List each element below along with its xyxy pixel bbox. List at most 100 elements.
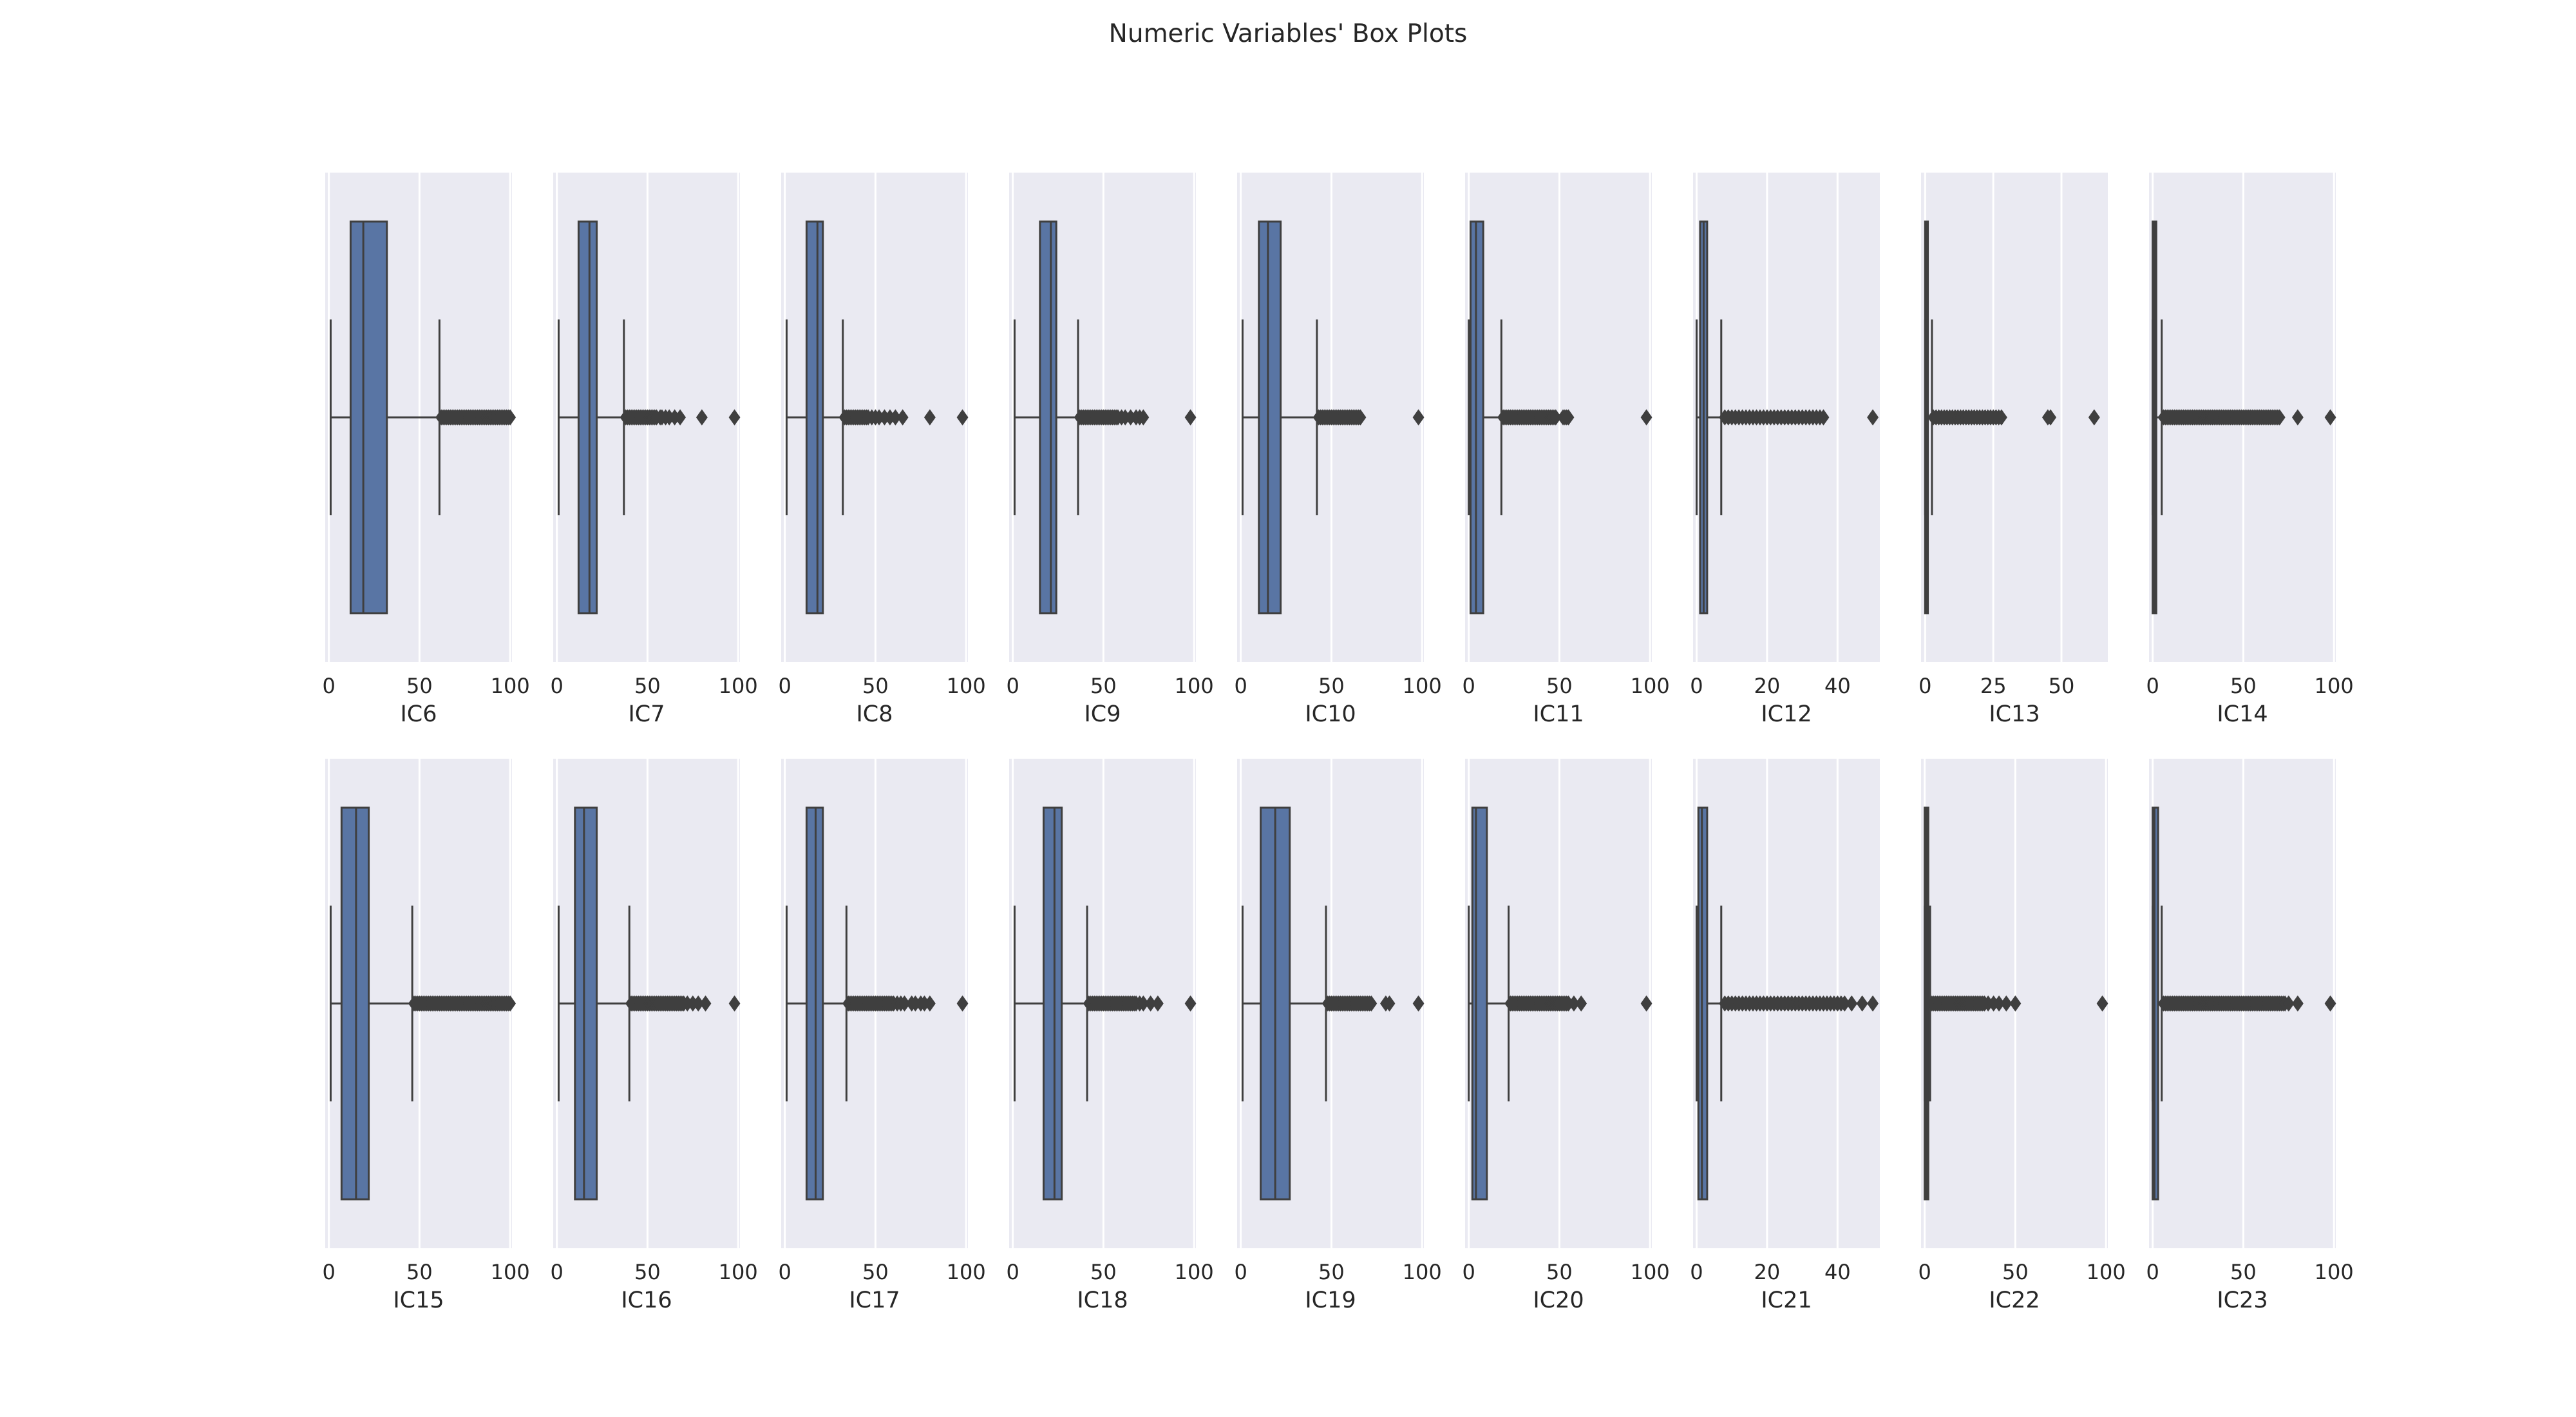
x-axis-label-ic16: IC16 <box>621 1288 672 1313</box>
x-tick-label: 100 <box>1175 674 1214 698</box>
x-tick-label: 0 <box>1462 1260 1475 1284</box>
outlier-point <box>2291 409 2304 426</box>
outlier-point <box>1562 409 1575 426</box>
x-tick-label: 0 <box>1918 674 1931 698</box>
x-tick-label: 100 <box>947 674 986 698</box>
outlier-point <box>504 995 516 1012</box>
iqr-box <box>1042 806 1063 1201</box>
outlier-point <box>2096 995 2108 1012</box>
x-tick-label: 0 <box>1234 674 1247 698</box>
x-tick-label: 50 <box>406 1260 433 1284</box>
outlier-point <box>2273 409 2286 426</box>
outlier-point <box>692 995 705 1012</box>
x-axis-label-ic15: IC15 <box>393 1288 444 1313</box>
outlier-point <box>699 995 712 1012</box>
outlier-point <box>1856 995 1868 1012</box>
outlier-point <box>2000 995 2012 1012</box>
x-tick-label: 100 <box>2315 1260 2354 1284</box>
x-tick-label: 100 <box>947 1260 986 1284</box>
outlier-point <box>1867 995 1879 1012</box>
outlier-point <box>889 409 902 426</box>
x-tick-label: 0 <box>778 674 791 698</box>
x-tick-label: 0 <box>778 1260 791 1284</box>
x-axis-label-ic8: IC8 <box>856 701 893 727</box>
outlier-point <box>1184 995 1197 1012</box>
x-tick-label: 0 <box>1690 674 1703 698</box>
x-axis-label-ic17: IC17 <box>849 1288 900 1313</box>
boxplot-panel-ic14: 0 50 100 IC14 <box>2146 173 2354 727</box>
x-tick-label: 100 <box>1175 1260 1214 1284</box>
outlier-point <box>2045 409 2057 426</box>
x-axis-label-ic12: IC12 <box>1761 701 1812 727</box>
boxplot-panel-ic10: 0 50 100 IC10 <box>1234 173 1442 727</box>
outlier-point <box>696 409 708 426</box>
x-tick-label: 0 <box>322 1260 335 1284</box>
x-axis-label-ic23: IC23 <box>2217 1288 2268 1313</box>
boxplot-panel-ic18: 0 50 100 IC18 <box>1006 759 1214 1313</box>
outlier-point <box>2324 409 2336 426</box>
iqr-box <box>805 220 824 614</box>
x-axis-label-ic10: IC10 <box>1305 701 1356 727</box>
boxplot-panel-ic6: 0 50 100 IC6 <box>322 173 530 727</box>
x-tick-label: 100 <box>719 674 758 698</box>
x-tick-label: 50 <box>1318 674 1345 698</box>
iqr-box <box>1471 806 1488 1201</box>
outlier-point <box>1354 409 1367 426</box>
x-tick-label: 0 <box>550 1260 563 1284</box>
x-tick-label: 0 <box>1234 1260 1247 1284</box>
x-tick-label: 50 <box>862 1260 889 1284</box>
iqr-box <box>349 220 388 614</box>
outlier-point <box>1365 995 1378 1012</box>
boxplot-panel-ic22: 0 50 100 IC22 <box>1918 759 2126 1313</box>
boxplot-panel-ic23: 0 50 100 IC23 <box>2146 759 2354 1313</box>
x-axis-label-ic20: IC20 <box>1533 1288 1584 1313</box>
x-tick-label: 0 <box>1462 674 1475 698</box>
outlier-point <box>2282 995 2295 1012</box>
outlier-point <box>923 995 936 1012</box>
outlier-point <box>956 995 969 1012</box>
x-axis-label-ic18: IC18 <box>1077 1288 1128 1313</box>
outlier-point <box>1867 409 1879 426</box>
boxplot-panel-ic16: 0 50 100 IC16 <box>550 759 758 1313</box>
x-tick-label: 100 <box>491 1260 530 1284</box>
outlier-point <box>1383 995 1396 1012</box>
x-tick-label: 50 <box>1546 674 1573 698</box>
x-tick-label: 100 <box>1631 674 1670 698</box>
x-axis-label-ic7: IC7 <box>628 701 665 727</box>
x-tick-label: 0 <box>322 674 335 698</box>
boxplot-panel-ic17: 0 50 100 IC17 <box>778 759 986 1313</box>
x-tick-label: 100 <box>1403 1260 1442 1284</box>
x-tick-label: 0 <box>1006 1260 1019 1284</box>
outlier-point <box>1144 995 1157 1012</box>
x-tick-label: 0 <box>1690 1260 1703 1284</box>
x-tick-label: 100 <box>2315 674 2354 698</box>
iqr-box <box>1258 220 1282 614</box>
x-tick-label: 50 <box>2002 1260 2029 1284</box>
x-tick-label: 0 <box>2146 1260 2159 1284</box>
x-tick-label: 0 <box>1006 674 1019 698</box>
iqr-box <box>1039 220 1057 614</box>
outlier-point <box>1151 995 1164 1012</box>
outlier-point <box>1575 995 1587 1012</box>
x-axis-label-ic11: IC11 <box>1533 701 1584 727</box>
outlier-point <box>2324 995 2336 1012</box>
iqr-box <box>574 806 598 1201</box>
boxplot-panel-ic9: 0 50 100 IC9 <box>1006 173 1214 727</box>
outlier-point <box>1846 995 1858 1012</box>
outlier-point <box>674 409 687 426</box>
outlier-point <box>1137 995 1150 1012</box>
x-tick-label: 50 <box>2230 1260 2257 1284</box>
x-tick-label: 0 <box>1918 1260 1931 1284</box>
x-tick-label: 40 <box>1824 1260 1851 1284</box>
x-tick-label: 50 <box>1546 1260 1573 1284</box>
x-tick-label: 50 <box>2049 674 2075 698</box>
x-axis-label-ic22: IC22 <box>1989 1288 2040 1313</box>
boxplot-panel-ic11: 0 50 100 IC11 <box>1462 173 1670 727</box>
outlier-point <box>1412 409 1425 426</box>
x-tick-label: 100 <box>491 674 530 698</box>
outlier-point <box>2088 409 2100 426</box>
x-tick-label: 0 <box>550 674 563 698</box>
outlier-point <box>1567 995 1580 1012</box>
x-tick-label: 100 <box>2087 1260 2126 1284</box>
